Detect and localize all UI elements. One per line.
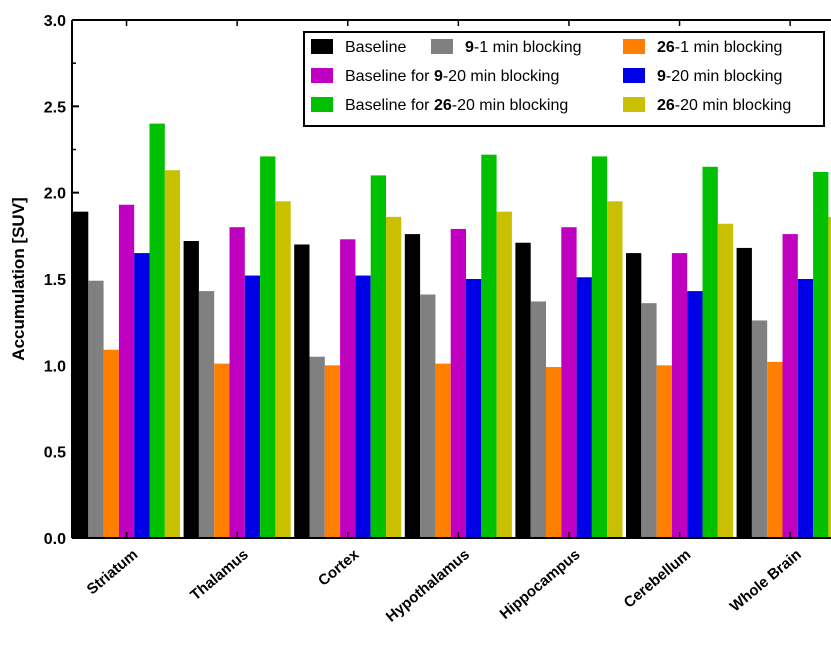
bar-cerebellum-series-1 <box>641 303 656 538</box>
bar-hypothalamus-series-5 <box>481 155 496 538</box>
bar-hypothalamus-series-0 <box>405 234 420 538</box>
bar-hypothalamus-series-4 <box>466 279 481 538</box>
bar-striatum-series-5 <box>150 124 165 538</box>
bar-hippocampus-series-3 <box>561 227 576 538</box>
bar-cortex-series-6 <box>386 217 401 538</box>
bar-whole-brain-series-5 <box>813 172 828 538</box>
y-tick-label-3: 1.5 <box>44 272 66 289</box>
y-tick-label-4: 2.0 <box>44 186 66 203</box>
bar-thalamus-series-1 <box>199 291 214 538</box>
bar-striatum-series-4 <box>134 253 149 538</box>
x-category-label-1: Thalamus <box>187 546 252 604</box>
bar-hippocampus-series-5 <box>592 156 607 538</box>
x-category-label-2: Cortex <box>315 546 363 590</box>
bar-hippocampus-series-4 <box>577 277 592 538</box>
legend-swatch-1 <box>431 39 453 54</box>
bar-striatum-series-1 <box>88 281 103 538</box>
legend-label-3: Baseline for 9-20 min blocking <box>345 68 559 85</box>
bar-thalamus-series-4 <box>245 276 260 538</box>
x-category-label-3: Hypothalamus <box>383 546 473 625</box>
bar-whole-brain-series-1 <box>752 320 767 538</box>
bars-layer <box>73 124 831 538</box>
legend-label-1: 9-1 min blocking <box>465 39 582 56</box>
bar-whole-brain-series-4 <box>798 279 813 538</box>
x-category-label-0: Striatum <box>84 546 142 598</box>
bar-cortex-series-5 <box>371 175 386 538</box>
x-category-label-5: Cerebellum <box>621 546 695 612</box>
bar-hypothalamus-series-2 <box>435 364 450 538</box>
bar-striatum-series-6 <box>165 170 180 538</box>
legend-label-6: 26-20 min blocking <box>657 97 791 114</box>
bar-thalamus-series-0 <box>184 241 199 538</box>
bar-thalamus-series-2 <box>214 364 229 538</box>
legend-swatch-0 <box>311 39 333 54</box>
x-category-label-4: Hippocampus <box>497 546 584 623</box>
bar-hypothalamus-series-3 <box>451 229 466 538</box>
bar-hippocampus-series-2 <box>546 367 561 538</box>
y-tick-label-0: 0.0 <box>44 531 66 548</box>
bar-hippocampus-series-1 <box>531 301 546 538</box>
bar-thalamus-series-6 <box>275 201 290 538</box>
bar-cerebellum-series-2 <box>657 365 672 538</box>
legend-label-0: Baseline <box>345 39 406 56</box>
y-tick-label-6: 3.0 <box>44 13 66 30</box>
bar-striatum-series-3 <box>119 205 134 538</box>
bar-thalamus-series-3 <box>230 227 245 538</box>
legend-swatch-5 <box>311 97 333 112</box>
bar-cortex-series-4 <box>355 276 370 538</box>
bar-cerebellum-series-3 <box>672 253 687 538</box>
bar-cerebellum-series-6 <box>718 224 733 538</box>
y-tick-label-2: 1.0 <box>44 358 66 375</box>
bar-cortex-series-1 <box>310 357 325 538</box>
legend-swatch-4 <box>623 68 645 83</box>
y-axis-title: Accumulation [SUV] <box>9 197 28 360</box>
bar-whole-brain-series-0 <box>737 248 752 538</box>
legend-swatch-3 <box>311 68 333 83</box>
bar-striatum-series-0 <box>73 212 88 538</box>
legend-label-5: Baseline for 26-20 min blocking <box>345 97 568 114</box>
y-tick-label-1: 0.5 <box>44 445 66 462</box>
bar-cortex-series-2 <box>325 365 340 538</box>
bar-cortex-series-0 <box>294 244 309 538</box>
bar-whole-brain-series-2 <box>767 362 782 538</box>
bar-cerebellum-series-0 <box>626 253 641 538</box>
legend-swatch-2 <box>623 39 645 54</box>
y-tick-label-5: 2.5 <box>44 99 66 116</box>
legend-swatch-6 <box>623 97 645 112</box>
x-category-label-6: Whole Brain <box>727 546 805 615</box>
bar-hypothalamus-series-1 <box>420 295 435 538</box>
bar-whole-brain-series-3 <box>783 234 798 538</box>
legend-label-2: 26-1 min blocking <box>657 39 782 56</box>
bar-cortex-series-3 <box>340 239 355 538</box>
legend: Baseline 9-1 min blocking 26-1 min blockin… <box>304 32 824 126</box>
legend-label-4: 9-20 min blocking <box>657 68 782 85</box>
bar-hypothalamus-series-6 <box>497 212 512 538</box>
bar-thalamus-series-5 <box>260 156 275 538</box>
bar-hippocampus-series-6 <box>607 201 622 538</box>
bar-striatum-series-2 <box>104 350 119 538</box>
bar-hippocampus-series-0 <box>515 243 530 538</box>
bar-cerebellum-series-5 <box>703 167 718 538</box>
bar-cerebellum-series-4 <box>687 291 702 538</box>
